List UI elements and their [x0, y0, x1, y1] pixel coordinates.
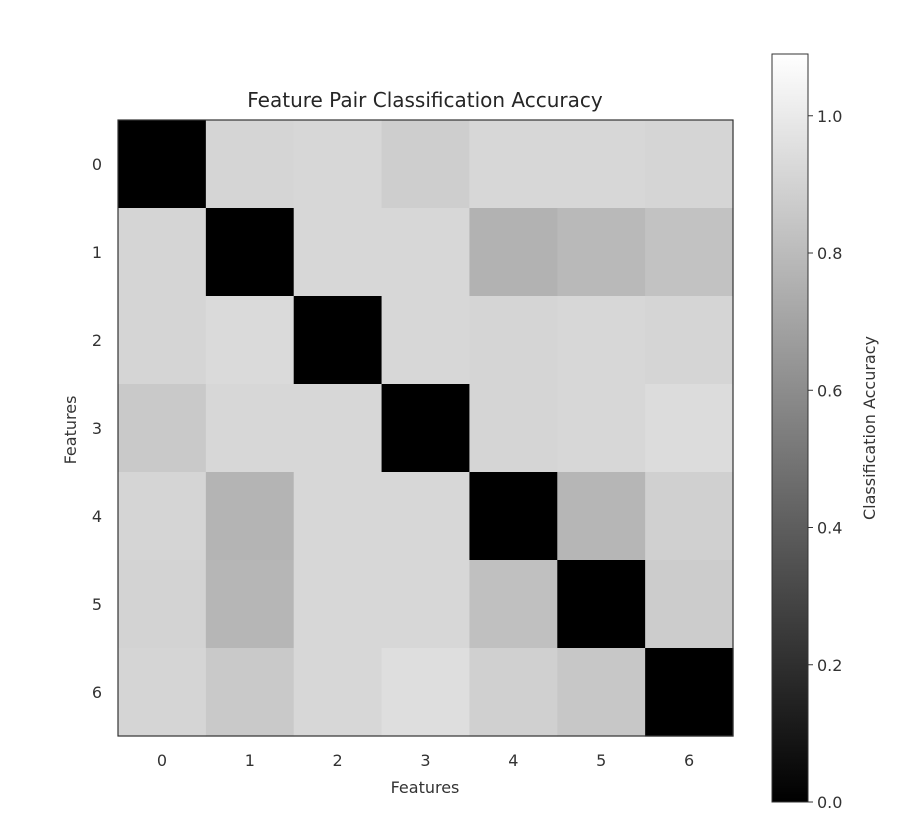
- colorbar: [771, 53, 809, 803]
- heatmap-cell: [557, 384, 646, 473]
- heatmap-cell: [645, 384, 734, 473]
- heatmap-cell: [645, 296, 734, 385]
- heatmap-cell: [645, 208, 734, 297]
- y-tick-label: 6: [92, 683, 102, 702]
- heatmap-cell: [118, 472, 207, 561]
- x-tick-label: 3: [420, 751, 430, 770]
- heatmap-cell: [469, 208, 558, 297]
- y-tick-label: 1: [92, 243, 102, 262]
- colorbar-tick-label: 0.2: [817, 656, 842, 675]
- colorbar-tick-label: 0.0: [817, 793, 842, 812]
- heatmap-cell: [293, 560, 383, 649]
- y-tick-label: 2: [92, 331, 102, 350]
- heatmap-cell: [645, 120, 734, 209]
- heatmap-cell: [205, 384, 295, 473]
- heatmap-cell: [557, 120, 646, 209]
- x-tick-label: 2: [333, 751, 343, 770]
- heatmap-cell: [469, 648, 558, 737]
- colorbar-label: Classification Accuracy: [860, 336, 879, 520]
- heatmap-cell: [469, 560, 558, 649]
- x-tick-label: 5: [596, 751, 606, 770]
- y-tick-labels: 0 1 2 3 4 5 6: [92, 155, 102, 702]
- heatmap-cell: [645, 648, 734, 737]
- heatmap-cell: [381, 648, 471, 737]
- x-tick-label: 6: [684, 751, 694, 770]
- heatmap-cell: [557, 208, 646, 297]
- y-tick-label: 4: [92, 507, 102, 526]
- heatmap-cell: [118, 208, 207, 297]
- y-tick-label: 3: [92, 419, 102, 438]
- heatmap-cell: [645, 472, 734, 561]
- heatmap-cell: [118, 560, 207, 649]
- heatmap-cells: [118, 120, 734, 737]
- heatmap-cell: [293, 208, 383, 297]
- heatmap-cell: [293, 120, 383, 209]
- colorbar-tick-label: 0.8: [817, 244, 842, 263]
- heatmap-cell: [293, 648, 383, 737]
- colorbar-tick-label: 1.0: [817, 107, 842, 126]
- x-tick-labels: 0 1 2 3 4 5 6: [157, 751, 694, 770]
- heatmap-cell: [205, 296, 295, 385]
- x-tick-label: 1: [245, 751, 255, 770]
- heatmap-cell: [645, 560, 734, 649]
- heatmap-cell: [381, 472, 471, 561]
- heatmap-cell: [381, 208, 471, 297]
- heatmap-cell: [557, 560, 646, 649]
- heatmap-cell: [118, 384, 207, 473]
- heatmap-cell: [205, 472, 295, 561]
- heatmap-cell: [293, 384, 383, 473]
- heatmap-cell: [205, 560, 295, 649]
- heatmap-cell: [381, 120, 471, 209]
- heatmap-cell: [557, 472, 646, 561]
- colorbar-tick-label: 0.4: [817, 519, 842, 538]
- x-tick-label: 4: [508, 751, 518, 770]
- heatmap-cell: [293, 472, 383, 561]
- heatmap-cell: [469, 120, 558, 209]
- heatmap-cell: [469, 384, 558, 473]
- x-tick-label: 0: [157, 751, 167, 770]
- y-tick-label: 0: [92, 155, 102, 174]
- y-tick-label: 5: [92, 595, 102, 614]
- heatmap-cell: [293, 296, 383, 385]
- heatmap-cell: [205, 208, 295, 297]
- colorbar-ticks: 0.0 0.2 0.4 0.6 0.8 1.0: [808, 107, 842, 812]
- colorbar-tick-label: 0.6: [817, 381, 842, 400]
- heatmap-cell: [118, 648, 207, 737]
- heatmap-cell: [469, 296, 558, 385]
- y-axis-label: Features: [61, 396, 80, 465]
- plot-frame: [117, 119, 734, 737]
- heatmap-cell: [557, 648, 646, 737]
- heatmap-cell: [205, 120, 295, 209]
- heatmap-cell: [118, 120, 207, 209]
- heatmap-cell: [381, 560, 471, 649]
- x-axis-label: Features: [391, 778, 460, 797]
- heatmap-cell: [381, 384, 471, 473]
- heatmap-cell: [557, 296, 646, 385]
- heatmap-cell: [205, 648, 295, 737]
- heatmap-cell: [118, 296, 207, 385]
- heatmap-cell: [381, 296, 471, 385]
- chart-title: Feature Pair Classification Accuracy: [247, 88, 603, 112]
- heatmap-cell: [469, 472, 558, 561]
